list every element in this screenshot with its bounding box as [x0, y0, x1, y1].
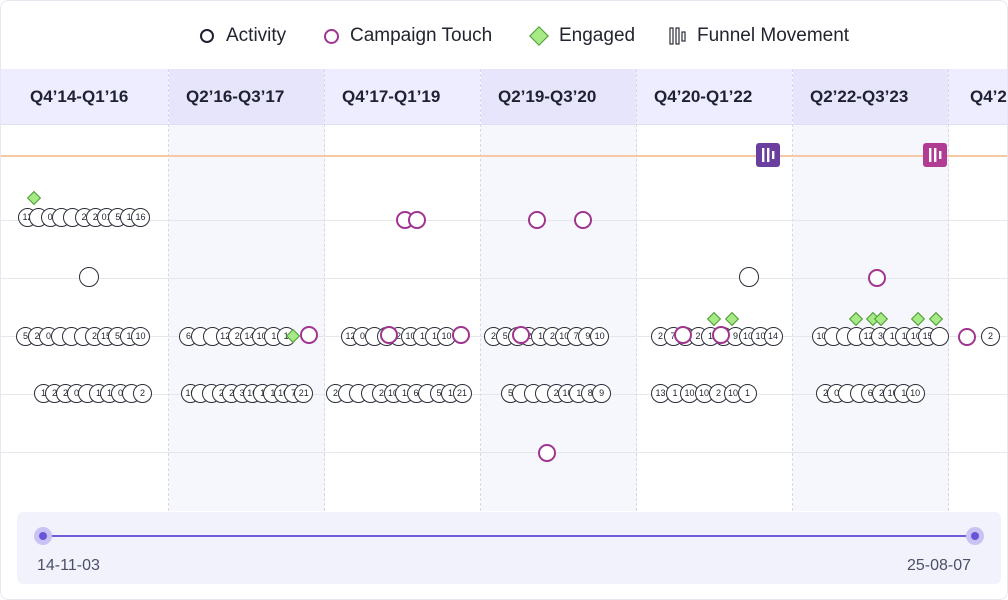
milestone-line: [1, 155, 1007, 157]
activity-count-chip[interactable]: 1: [665, 384, 685, 403]
campaign-touch-marker[interactable]: [300, 326, 318, 344]
activity-count-chip[interactable]: 14: [763, 327, 783, 346]
legend-activity[interactable]: Activity: [200, 23, 286, 49]
activity-count-chip[interactable]: 10: [590, 327, 610, 346]
activity-count-chip[interactable]: 10: [905, 384, 925, 403]
campaign-touch-marker[interactable]: [712, 326, 730, 344]
period-header[interactable]: Q2’16-Q3’17: [169, 69, 324, 125]
range-end-label: 25-08-07: [906, 557, 971, 574]
range-end-handle[interactable]: [966, 527, 984, 545]
period-column-1: Q4’14-Q1’16: [1, 69, 169, 511]
activity-count-chip[interactable]: 21: [294, 384, 314, 403]
campaign-touch-marker[interactable]: [452, 326, 470, 344]
activity-count-chip[interactable]: 10: [131, 327, 150, 346]
range-start-label: 14-11-03: [37, 557, 100, 574]
period-header[interactable]: Q2’19-Q3’20: [481, 69, 636, 125]
period-column-4: Q2’19-Q3’20: [481, 69, 637, 511]
campaign-touch-marker[interactable]: [674, 326, 692, 344]
legend-engaged[interactable]: Engaged: [529, 23, 635, 49]
period-column-5: Q4’20-Q1’22: [637, 69, 793, 511]
campaign-touch-marker[interactable]: [958, 328, 976, 346]
date-range-slider[interactable]: 14-11-03 25-08-07: [17, 512, 1001, 584]
period-column-2: Q2’16-Q3’17: [169, 69, 325, 511]
campaign-touch-marker[interactable]: [538, 444, 556, 462]
period-header[interactable]: Q2’22-Q3’23: [793, 69, 948, 125]
lane-divider: [1, 220, 1007, 221]
campaign-touch-marker[interactable]: [528, 211, 546, 229]
period-column-3: Q4’17-Q1’19: [325, 69, 481, 511]
period-header[interactable]: Q4’20-Q1’22: [637, 69, 792, 125]
legend-activity-label: Activity: [226, 25, 287, 46]
activity-count-chip[interactable]: 1: [738, 384, 757, 403]
period-header[interactable]: Q4’23: [949, 69, 1007, 125]
funnel-movement-marker[interactable]: [756, 143, 780, 167]
activity-marker[interactable]: [739, 267, 759, 287]
legend-campaign-touch[interactable]: Campaign Touch: [324, 23, 492, 49]
range-start-handle[interactable]: [34, 527, 52, 545]
funnel-bars-icon: [669, 26, 689, 46]
range-track[interactable]: [43, 535, 975, 537]
activity-count-chip[interactable]: 2: [133, 384, 152, 403]
activity-marker[interactable]: [79, 267, 99, 287]
campaign-touch-marker[interactable]: [408, 211, 426, 229]
period-column-7: Q4’23: [949, 69, 1007, 511]
activity-count-chip[interactable]: 2: [981, 327, 1000, 346]
period-header[interactable]: Q4’14-Q1’16: [1, 69, 168, 125]
lane-divider: [1, 278, 1007, 279]
timeline-grid: Q4’14-Q1’16 Q2’16-Q3’17 Q4’17-Q1’19 Q2’1…: [1, 69, 1007, 511]
period-column-6: Q2’22-Q3’23: [793, 69, 949, 511]
campaign-touch-marker[interactable]: [512, 326, 530, 344]
legend-campaign-touch-label: Campaign Touch: [350, 25, 493, 46]
activity-count-chip[interactable]: 16: [131, 208, 150, 227]
activity-count-chip[interactable]: 10: [680, 384, 699, 403]
legend-funnel-movement[interactable]: Funnel Movement: [669, 23, 849, 49]
legend-funnel-movement-label: Funnel Movement: [697, 25, 850, 46]
activity-circle-icon: [200, 29, 214, 43]
activity-count-chip[interactable]: 21: [452, 384, 472, 403]
campaign-touch-marker[interactable]: [574, 211, 592, 229]
campaign-touch-marker[interactable]: [380, 326, 398, 344]
period-header[interactable]: Q4’17-Q1’19: [325, 69, 480, 125]
campaign-touch-ring-icon: [324, 28, 339, 44]
activity-count-chip[interactable]: [930, 327, 949, 346]
lane-divider: [1, 452, 1007, 453]
funnel-movement-marker[interactable]: [923, 143, 947, 167]
campaign-touch-marker[interactable]: [868, 269, 886, 287]
activity-count-chip[interactable]: 9: [592, 384, 612, 403]
engaged-diamond-icon: [529, 26, 549, 46]
legend: Activity Campaign Touch Engaged Funnel M…: [1, 1, 1007, 69]
legend-engaged-label: Engaged: [559, 25, 636, 46]
